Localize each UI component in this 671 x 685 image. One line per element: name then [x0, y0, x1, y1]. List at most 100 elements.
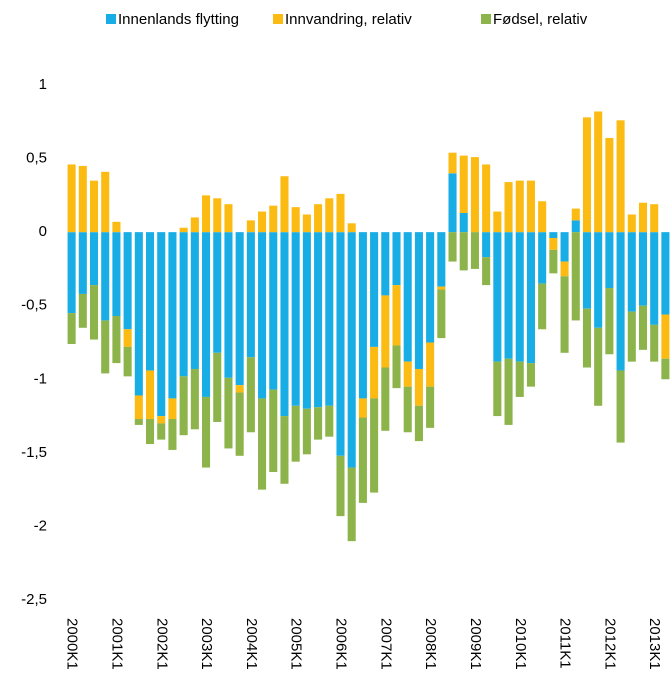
bar-segment: [549, 238, 558, 250]
bar-segment: [370, 346, 379, 399]
bar-segment: [190, 232, 199, 369]
bar-segment: [426, 386, 435, 428]
bar-segment: [560, 276, 569, 353]
bar-segment: [202, 396, 211, 468]
bar-segment: [627, 311, 636, 362]
bar-segment: [403, 386, 412, 433]
bar-segment: [291, 405, 300, 462]
bar-segment: [661, 358, 670, 380]
bar-segment: [258, 211, 267, 233]
bar-segment: [123, 232, 132, 330]
bar-segment: [134, 232, 143, 396]
y-tick-label: 1: [39, 76, 47, 93]
bar-segment: [571, 220, 580, 233]
x-tick-label: 2005K1: [288, 618, 305, 670]
bar-segment: [89, 180, 99, 233]
bar-segment: [515, 180, 524, 233]
bar-segment: [112, 232, 121, 317]
bar-segment: [661, 232, 670, 315]
bar-segment: [650, 324, 659, 362]
bar-segment: [594, 111, 603, 233]
bar-segment: [224, 232, 233, 378]
bar-segment: [280, 232, 289, 417]
bar-segment: [112, 316, 121, 364]
y-tick-label: 0: [39, 223, 47, 240]
x-tick-label: 2013K1: [646, 618, 663, 670]
bar-segment: [459, 155, 468, 214]
bar-segment: [269, 232, 278, 390]
bar-segment: [594, 232, 603, 328]
bar-segment: [269, 205, 278, 233]
bar-segment: [493, 232, 502, 362]
bar-segment: [594, 327, 603, 406]
bar-segment: [302, 408, 311, 455]
bar-segment: [515, 361, 524, 397]
bar-segment: [392, 285, 401, 346]
bar-segment: [134, 419, 143, 425]
bar-segment: [482, 164, 491, 233]
y-tick-label: -1: [34, 370, 47, 387]
legend-swatch: [273, 14, 283, 24]
bar-segment: [235, 392, 244, 456]
bar-segment: [605, 288, 614, 355]
bar-segment: [224, 204, 233, 233]
bar-segment: [571, 208, 580, 221]
bar-segment: [89, 285, 99, 340]
bar-segment: [358, 232, 367, 399]
y-tick-label: -2: [34, 517, 47, 534]
bar-segment: [638, 232, 648, 306]
bar-segment: [482, 257, 491, 286]
bar-segment: [582, 117, 592, 233]
bar-segment: [157, 416, 166, 424]
bar-segment: [336, 232, 345, 456]
bar-segment: [515, 232, 524, 362]
bar-segment: [246, 357, 255, 433]
bar-segment: [448, 232, 457, 262]
bar-segment: [392, 232, 401, 286]
bar-segment: [470, 232, 479, 269]
bar-segment: [246, 232, 255, 358]
bar-segment: [89, 232, 99, 286]
x-tick-label: 2006K1: [333, 618, 350, 670]
bar-segment: [426, 342, 435, 387]
bar-segment: [526, 363, 535, 387]
bar-segment: [381, 232, 390, 296]
bar-segment: [213, 352, 222, 422]
bar-segment: [67, 164, 76, 233]
bar-segment: [347, 467, 356, 542]
bar-segment: [179, 232, 188, 377]
bar-segment: [526, 180, 535, 233]
legend-label: Fødsel, relativ: [493, 11, 588, 28]
bar-segment: [414, 405, 423, 442]
x-tick-label: 2010K1: [512, 618, 529, 670]
bar-segment: [325, 198, 334, 233]
bar-segment: [437, 289, 446, 339]
bar-segment: [370, 232, 379, 347]
bar-segment: [616, 120, 625, 233]
bar-segment: [123, 346, 132, 377]
bar-segment: [280, 176, 289, 233]
bar-segment: [538, 232, 547, 284]
bar-segment: [493, 361, 502, 417]
bar-segment: [403, 232, 412, 362]
x-tick-label: 2008K1: [422, 618, 439, 670]
bar-segment: [168, 398, 177, 420]
bar-segment: [168, 419, 177, 450]
bar-segment: [616, 370, 625, 443]
legend-swatch: [106, 14, 116, 24]
x-tick-label: 2002K1: [153, 618, 170, 670]
bar-segment: [213, 232, 222, 353]
bar-segment: [202, 195, 211, 233]
legend-swatch: [481, 14, 491, 24]
bar-segment: [426, 232, 435, 343]
bar-segment: [202, 232, 211, 397]
bar-segment: [213, 198, 222, 233]
bar-segment: [78, 232, 87, 294]
bar-segment: [246, 220, 255, 233]
bar-segment: [370, 398, 379, 493]
bar-segment: [381, 295, 390, 368]
bar-segment: [145, 419, 155, 445]
bar-segment: [78, 293, 87, 328]
bar-segment: [437, 232, 446, 287]
bar-segment: [403, 361, 412, 387]
